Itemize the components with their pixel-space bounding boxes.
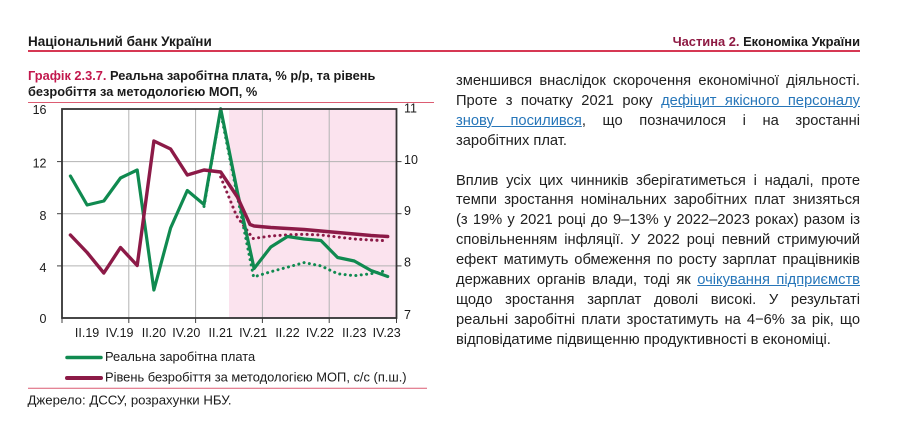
svg-text:11: 11 xyxy=(404,102,417,116)
svg-text:II.19: II.19 xyxy=(75,326,99,340)
svg-text:II.21: II.21 xyxy=(209,326,233,340)
svg-text:9: 9 xyxy=(404,204,411,218)
svg-text:II.23: II.23 xyxy=(342,326,366,340)
svg-text:0: 0 xyxy=(40,312,47,326)
svg-text:8: 8 xyxy=(40,209,47,223)
svg-text:Рівень безробіття за методолог: Рівень безробіття за методологією МОП, с… xyxy=(105,370,407,385)
svg-text:IV.20: IV.20 xyxy=(172,326,200,340)
svg-text:16: 16 xyxy=(33,103,47,117)
svg-text:4: 4 xyxy=(40,261,47,275)
svg-text:IV.23: IV.23 xyxy=(373,326,401,340)
svg-text:Реальна заробітна плата: Реальна заробітна плата xyxy=(105,349,256,364)
svg-text:II.20: II.20 xyxy=(142,326,166,340)
svg-text:8: 8 xyxy=(404,255,411,269)
svg-text:IV.21: IV.21 xyxy=(239,326,267,340)
svg-text:Джерело: ДССУ, розрахунки НБУ.: Джерело: ДССУ, розрахунки НБУ. xyxy=(28,393,232,408)
svg-text:II.22: II.22 xyxy=(275,326,299,340)
svg-text:IV.19: IV.19 xyxy=(105,326,133,340)
svg-text:7: 7 xyxy=(404,308,411,322)
svg-text:12: 12 xyxy=(33,157,47,171)
svg-text:IV.22: IV.22 xyxy=(306,326,334,340)
svg-text:10: 10 xyxy=(404,153,418,167)
